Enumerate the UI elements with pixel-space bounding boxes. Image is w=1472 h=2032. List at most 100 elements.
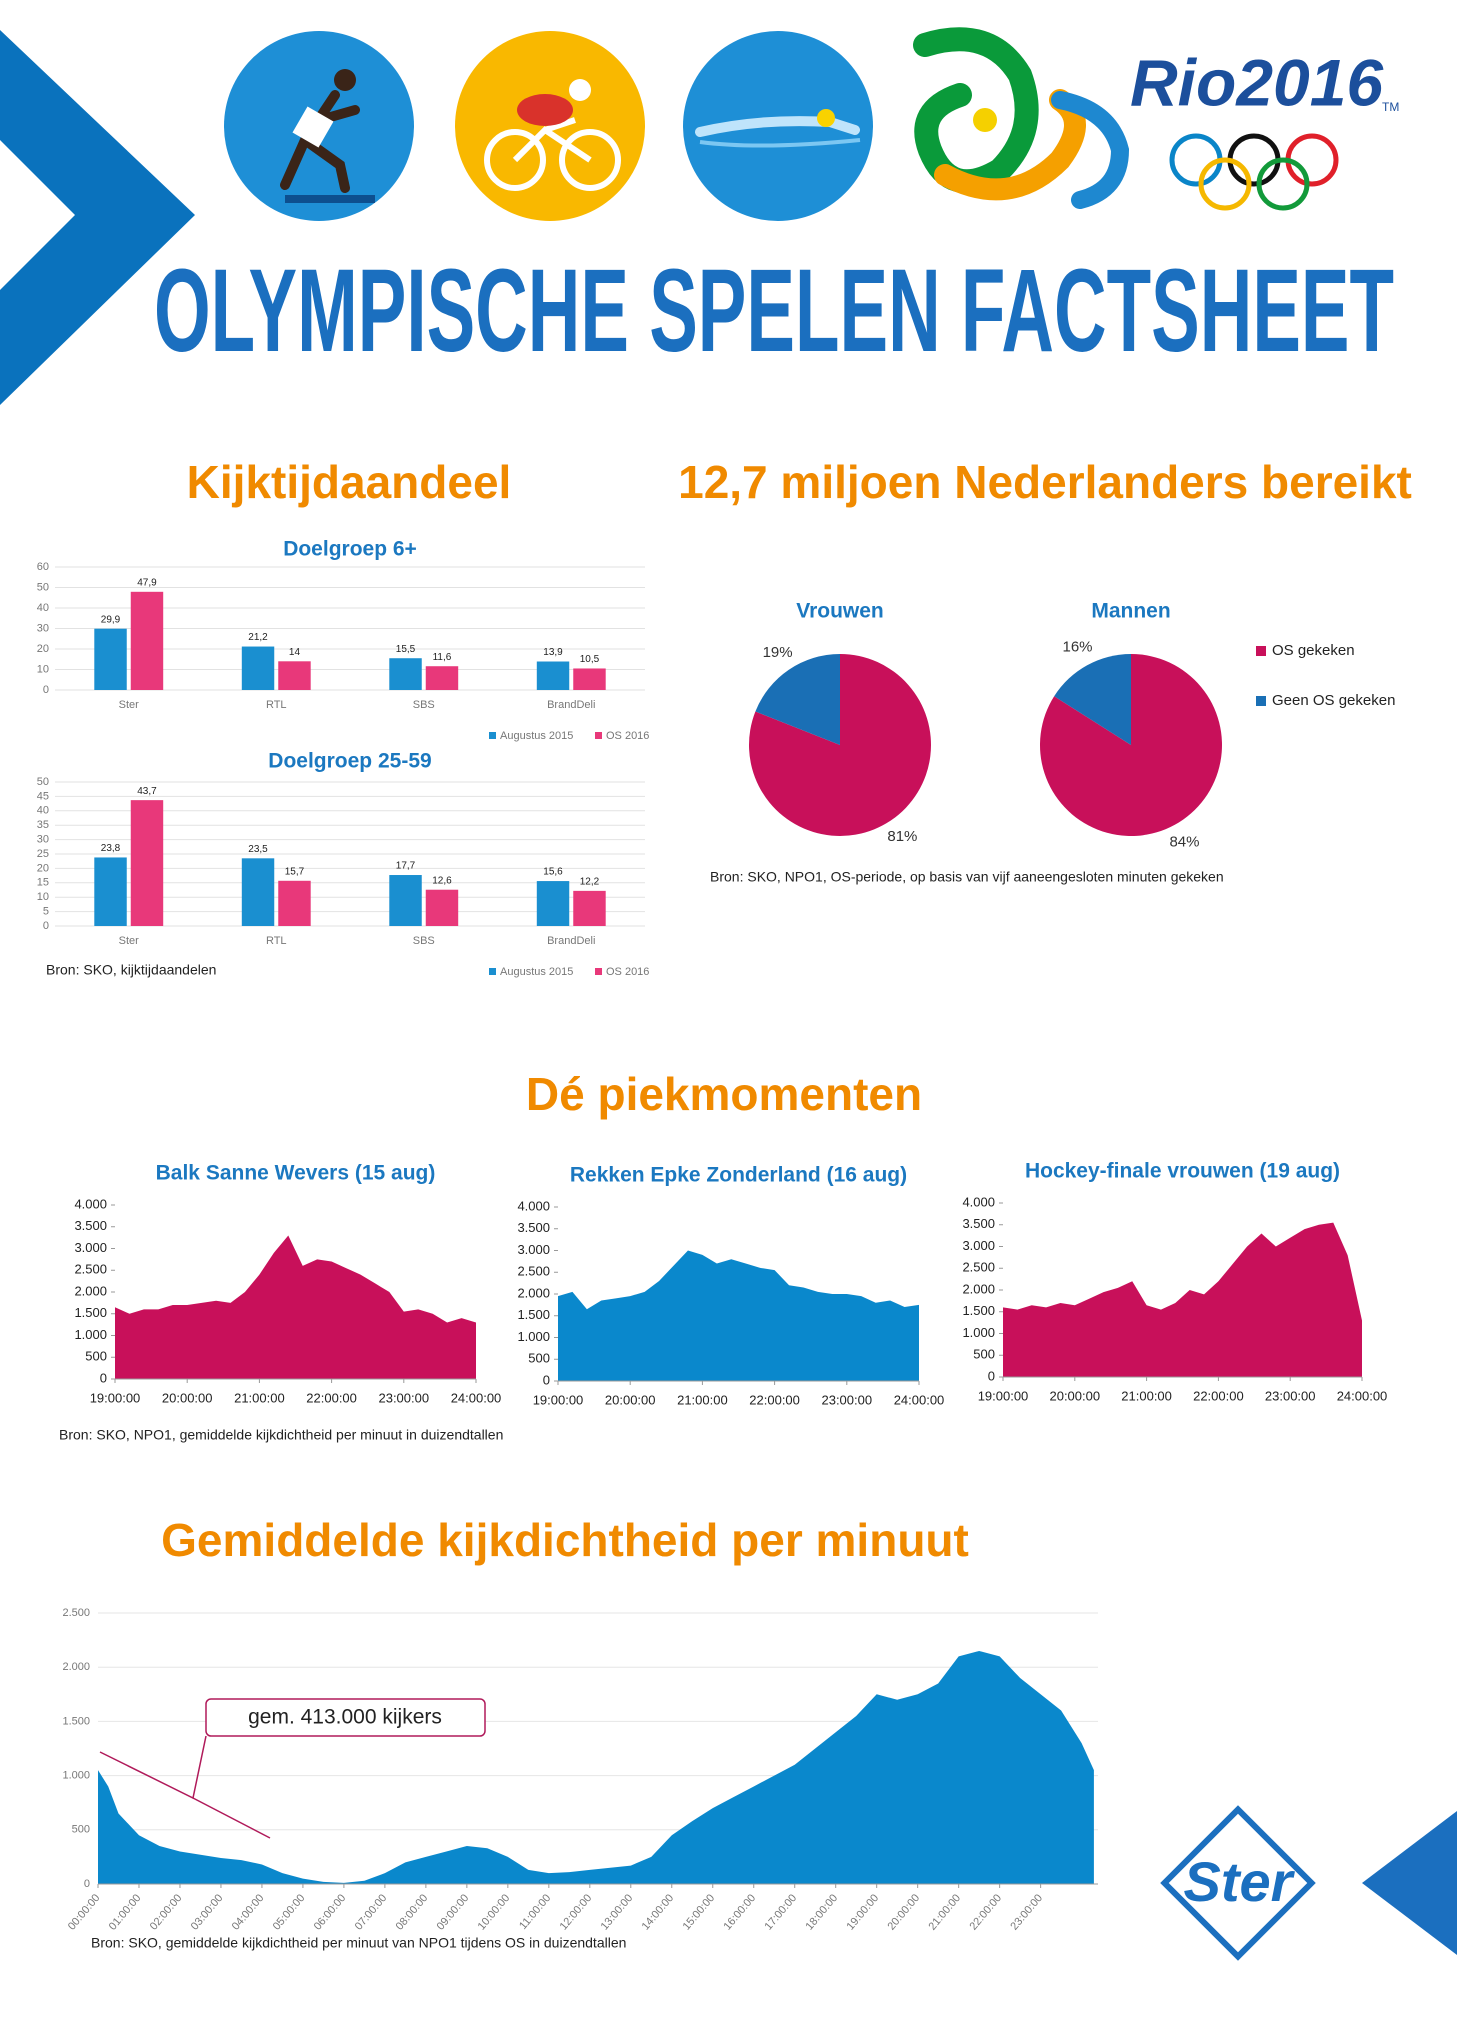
y-tick-label: 1.500: [62, 1715, 90, 1727]
annotation-connector: [192, 1797, 271, 1839]
pie-slice: [1054, 654, 1131, 745]
y-tick-label: 2.500: [962, 1260, 995, 1275]
legend-swatch: [1256, 696, 1266, 706]
y-tick-label: 2.000: [962, 1281, 995, 1296]
value-label: 29,9: [101, 614, 121, 625]
value-label: 12,6: [432, 875, 452, 886]
value-label: 14: [289, 647, 301, 658]
x-tick-label: 07:00:00: [353, 1892, 390, 1933]
x-tick-label: 23:00:00: [1008, 1892, 1045, 1933]
y-tick-label: 3.000: [962, 1238, 995, 1253]
x-tick-label: BrandDeli: [547, 699, 595, 711]
bar: [573, 890, 606, 926]
section-heading: 12,7 miljoen Nederlanders bereikt: [678, 456, 1412, 508]
pie-title: Vrouwen: [796, 600, 884, 623]
y-tick-label: 0: [43, 920, 49, 932]
section-heading: Dé piekmomenten: [526, 1068, 922, 1120]
x-tick-label: 19:00:00: [533, 1392, 584, 1407]
x-tick-label: 12:00:00: [558, 1892, 595, 1933]
y-tick-label: 0: [100, 1370, 107, 1385]
value-label: 11,6: [433, 652, 452, 663]
y-tick-label: 1.000: [62, 1770, 90, 1782]
page-title: OLYMPISCHE SPELEN FACTSHEET: [154, 245, 1394, 377]
icon-swimmer: [683, 31, 873, 221]
bar: [94, 628, 127, 690]
legend-label: Augustus 2015: [500, 730, 573, 742]
y-tick-label: 3.500: [74, 1218, 107, 1233]
value-label: 43,7: [137, 786, 157, 797]
x-tick-label: 22:00:00: [967, 1892, 1004, 1933]
y-tick-label: 5: [43, 906, 49, 918]
bar: [241, 858, 275, 926]
value-label: 13,9: [543, 647, 563, 658]
x-tick-label: 23:00:00: [378, 1390, 429, 1405]
brand-name: Ster: [1184, 1850, 1296, 1913]
x-tick-label: 21:00:00: [926, 1892, 963, 1933]
icon-cyclist: [455, 31, 645, 221]
slice-label: 84%: [1169, 833, 1199, 850]
bar: [389, 875, 422, 926]
logo-text: Rio2016: [1130, 45, 1384, 119]
x-tick-label: 16:00:00: [722, 1892, 759, 1933]
x-tick-label: 22:00:00: [749, 1392, 800, 1407]
slice-label: 81%: [887, 828, 917, 845]
area: [98, 1650, 1094, 1884]
x-tick-label: 20:00:00: [1049, 1388, 1100, 1403]
x-tick-label: 06:00:00: [312, 1892, 349, 1933]
x-tick-label: 23:00:00: [821, 1392, 872, 1407]
x-tick-label: 22:00:00: [306, 1390, 357, 1405]
pie-slice: [755, 654, 840, 745]
y-tick-label: 10: [37, 663, 49, 675]
ster-logo: [1160, 1805, 1457, 1961]
value-label: 12,2: [580, 877, 600, 888]
x-tick-label: Ster: [119, 935, 140, 947]
source-note: Bron: SKO, gemiddelde kijkdichtheid per …: [91, 1935, 626, 1951]
x-tick-label: BrandDeli: [547, 935, 595, 947]
y-tick-label: 500: [85, 1349, 107, 1364]
pie-title: Mannen: [1091, 600, 1170, 623]
y-tick-label: 0: [988, 1368, 995, 1383]
bar: [130, 800, 164, 926]
section-heading: Kijktijdaandeel: [187, 456, 512, 508]
y-tick-label: 4.000: [517, 1198, 550, 1213]
chart-title: Doelgroep 25-59: [268, 750, 431, 773]
y-tick-label: 0: [84, 1878, 90, 1890]
value-label: 15,5: [396, 644, 416, 655]
value-label: 17,7: [396, 861, 416, 872]
y-tick-label: 4.000: [962, 1194, 995, 1209]
source-note: Bron: SKO, NPO1, gemiddelde kijkdichthei…: [59, 1427, 503, 1443]
x-tick-label: SBS: [413, 699, 435, 711]
y-tick-label: 40: [37, 602, 49, 614]
bar: [425, 666, 459, 690]
bar: [425, 889, 459, 926]
y-tick-label: 500: [72, 1824, 90, 1836]
legend-swatch: [1256, 646, 1266, 656]
x-tick-label: 19:00:00: [844, 1892, 881, 1933]
y-tick-label: 0: [543, 1372, 550, 1387]
slice-label: 19%: [763, 644, 793, 661]
value-label: 10,5: [580, 654, 600, 665]
x-tick-label: 18:00:00: [804, 1892, 841, 1933]
y-tick-label: 2.000: [74, 1283, 107, 1298]
x-tick-label: SBS: [413, 935, 435, 947]
y-tick-label: 1.000: [962, 1325, 995, 1340]
x-tick-label: 08:00:00: [394, 1892, 431, 1933]
y-tick-label: 25: [37, 848, 49, 860]
x-tick-label: 20:00:00: [885, 1892, 922, 1933]
y-tick-label: 1.500: [74, 1305, 107, 1320]
bar: [241, 646, 275, 690]
annotation-box: [205, 1698, 486, 1737]
y-tick-label: 2.000: [62, 1661, 90, 1673]
x-tick-label: 14:00:00: [640, 1892, 677, 1933]
x-tick-label: 01:00:00: [107, 1892, 144, 1933]
x-tick-label: Ster: [119, 699, 140, 711]
value-label: 47,9: [137, 577, 157, 588]
y-tick-label: 30: [37, 834, 49, 846]
y-tick-label: 50: [37, 581, 49, 593]
y-tick-label: 0: [43, 684, 49, 696]
x-tick-label: 24:00:00: [1337, 1388, 1388, 1403]
y-tick-label: 60: [37, 561, 49, 573]
value-label: 23,8: [101, 843, 121, 854]
chart-title: Rekken Epke Zonderland (16 aug): [570, 1164, 907, 1187]
